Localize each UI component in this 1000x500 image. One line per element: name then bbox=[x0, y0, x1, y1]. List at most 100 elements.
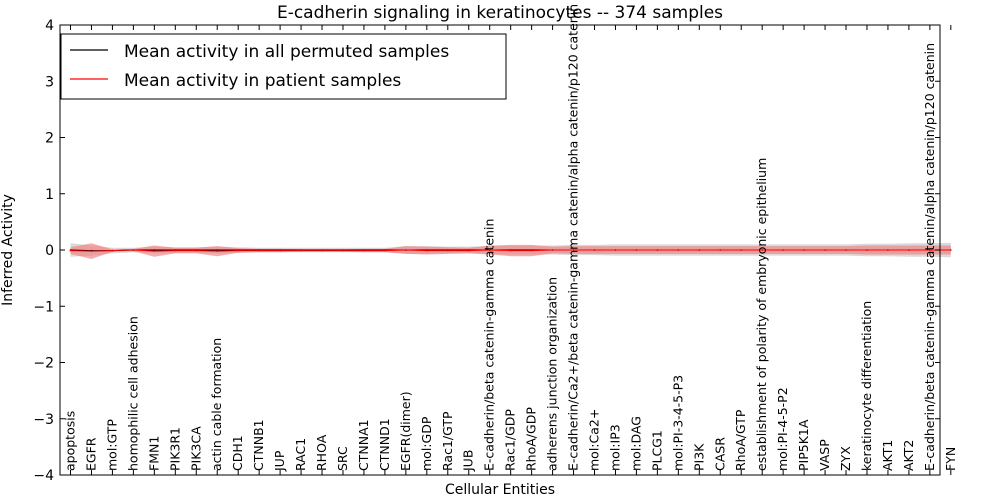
x-category-label: mol:GDP bbox=[419, 416, 434, 471]
series-0-point bbox=[153, 249, 156, 251]
x-category-label: ZYX bbox=[838, 446, 853, 471]
series-1-point bbox=[384, 249, 386, 252]
x-category-label: EGFR(dimer) bbox=[398, 391, 413, 471]
x-category-label: E-cadherin/beta catenin-gamma catenin/al… bbox=[922, 43, 937, 471]
series-1-point bbox=[614, 249, 617, 251]
series-0-point bbox=[216, 249, 218, 251]
x-category-label: mol:GTP bbox=[104, 419, 119, 471]
series-1-point bbox=[405, 249, 407, 251]
x-category-label: JUB bbox=[461, 450, 476, 472]
x-category-label: CASR bbox=[712, 437, 727, 471]
x-category-label: RhoA/GDP bbox=[524, 407, 539, 471]
x-category-label: CTNNB1 bbox=[251, 419, 266, 471]
series-1-point bbox=[195, 249, 198, 252]
series-1-point bbox=[258, 249, 260, 252]
series-1-point bbox=[740, 249, 742, 251]
x-category-label: mol:PI-4-5-P2 bbox=[775, 387, 790, 471]
x-category-label: RhoA/GTP bbox=[733, 409, 748, 471]
x-category-label: keratinocyte differentiation bbox=[859, 301, 874, 471]
x-category-label: RHOA bbox=[314, 434, 329, 471]
x-category-label: mol:IP3 bbox=[608, 424, 623, 471]
series-1-point bbox=[111, 249, 114, 252]
x-category-label: RAC1 bbox=[293, 438, 308, 471]
series-1-point bbox=[782, 249, 784, 251]
series-1-point bbox=[300, 249, 302, 252]
series-1-point bbox=[237, 249, 239, 252]
x-category-label: EGFR bbox=[84, 437, 99, 471]
x-category-label: SRC bbox=[335, 446, 350, 471]
y-tick-label: −4 bbox=[33, 468, 54, 484]
x-category-label: JUP bbox=[272, 450, 287, 472]
series-1-point bbox=[279, 249, 281, 252]
x-category-label: AKT1 bbox=[880, 440, 895, 471]
x-category-label: mol:DAG bbox=[628, 416, 643, 471]
series-1-point bbox=[908, 249, 910, 251]
series-1-point bbox=[929, 249, 931, 251]
x-category-label: PIK3R1 bbox=[167, 427, 182, 471]
x-category-label: FMN1 bbox=[146, 436, 161, 471]
y-axis-label: Inferred Activity bbox=[0, 194, 16, 306]
x-category-label: VASP bbox=[817, 439, 832, 471]
y-tick-label: 1 bbox=[45, 187, 54, 203]
chart-title: E-cadherin signaling in keratinocytes --… bbox=[277, 3, 723, 23]
x-category-label: CDH1 bbox=[230, 435, 245, 471]
series-1-point bbox=[132, 249, 135, 251]
series-1-point bbox=[90, 250, 93, 252]
y-tick-label: 2 bbox=[45, 131, 54, 147]
x-category-label: PLCG1 bbox=[649, 430, 664, 471]
x-category-label: PI3K bbox=[691, 443, 706, 471]
series-1-point bbox=[321, 249, 323, 252]
series-1-point bbox=[698, 249, 701, 251]
y-tick-label: −2 bbox=[33, 356, 54, 372]
series-1-point bbox=[761, 249, 763, 251]
x-category-label: Rac1/GDP bbox=[503, 409, 518, 471]
x-category-label: actin cable formation bbox=[209, 338, 224, 471]
x-category-label: establishment of polarity of embryonic e… bbox=[754, 158, 769, 471]
legend-label-permuted: Mean activity in all permuted samples bbox=[124, 42, 449, 62]
series-1-point bbox=[426, 249, 428, 252]
x-axis-label: Cellular Entities bbox=[445, 482, 555, 498]
x-category-label: FYN bbox=[943, 447, 958, 471]
series-1-point bbox=[593, 249, 596, 251]
x-category-label: apoptosis bbox=[63, 411, 78, 471]
series-1-point bbox=[803, 249, 805, 251]
x-category-label: mol:PI-3-4-5-P3 bbox=[670, 375, 685, 471]
series-1-point bbox=[656, 249, 659, 251]
x-category-label: E-cadherin/beta catenin-gamma catenin bbox=[482, 219, 497, 471]
series-1-point bbox=[572, 249, 575, 251]
y-tick-label: −3 bbox=[33, 412, 54, 428]
x-category-label: CTNND1 bbox=[377, 418, 392, 471]
series-1-point bbox=[174, 249, 177, 252]
x-category-label: PIP5K1A bbox=[796, 419, 811, 471]
series-1-point bbox=[845, 249, 847, 251]
legend-label-patient: Mean activity in patient samples bbox=[124, 71, 401, 91]
series-1-point bbox=[719, 249, 722, 251]
x-category-label: mol:Ca2+ bbox=[587, 409, 602, 471]
series-1-point bbox=[363, 249, 365, 252]
series-1-point bbox=[551, 249, 554, 251]
series-1-point bbox=[69, 249, 72, 252]
x-category-label: Rac1/GTP bbox=[440, 411, 455, 471]
series-1-point bbox=[950, 249, 952, 251]
series-1-point bbox=[635, 249, 638, 251]
x-category-label: PIK3CA bbox=[188, 426, 203, 471]
y-tick-label: 4 bbox=[45, 18, 54, 34]
series-1-point bbox=[342, 249, 344, 252]
plot-border bbox=[59, 24, 941, 476]
series-1-point bbox=[887, 249, 889, 251]
series-1-point bbox=[153, 250, 156, 252]
series-1-point bbox=[509, 249, 512, 252]
legend-box bbox=[60, 33, 507, 100]
series-1-point bbox=[488, 249, 491, 251]
x-category-label: CTNNA1 bbox=[356, 419, 371, 471]
series-1-point bbox=[866, 249, 868, 251]
series-1-point bbox=[530, 249, 533, 252]
x-category-label: adherens junction organization bbox=[545, 277, 560, 471]
series-1-point bbox=[447, 249, 449, 252]
series-1-point bbox=[216, 250, 218, 252]
y-tick-label: 3 bbox=[45, 74, 54, 90]
x-category-label: E-cadherin/Ca2+/beta catenin-gamma caten… bbox=[566, 4, 581, 471]
x-category-label: AKT2 bbox=[901, 440, 916, 471]
x-category-label: homophilic cell adhesion bbox=[125, 316, 140, 471]
